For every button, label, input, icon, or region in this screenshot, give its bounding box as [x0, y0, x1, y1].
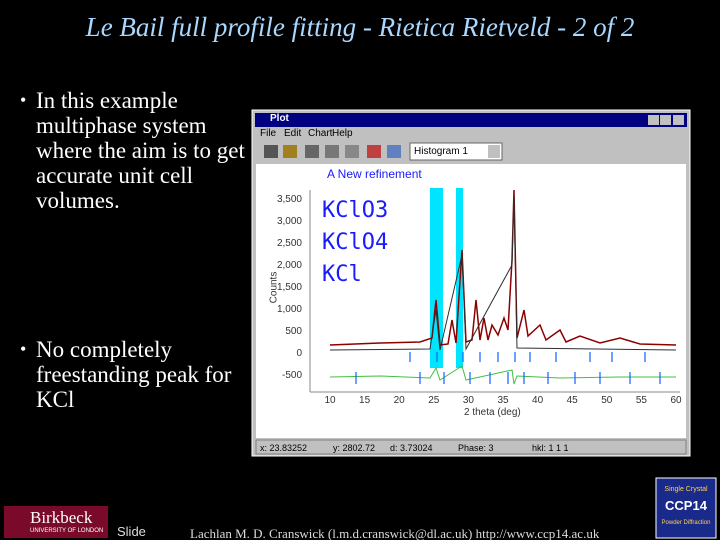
x-tick-label: 50 — [601, 395, 613, 406]
reflection-markers — [355, 352, 661, 384]
profile-curve — [329, 189, 677, 346]
x-tick-label: 10 — [324, 395, 336, 406]
y-tick-label: 0 — [296, 348, 302, 359]
ccp14-logo — [655, 477, 717, 539]
phase-label: KCl — [322, 262, 362, 287]
slide-label: Slide — [117, 524, 146, 539]
y-tick-label: 2,500 — [276, 238, 302, 249]
logo-text: Birkbeck — [30, 508, 93, 527]
maximize-button[interactable] — [660, 115, 671, 125]
birkbeck-logo — [4, 506, 108, 538]
difference-curve — [329, 365, 676, 385]
menu-item[interactable]: Chart — [308, 128, 333, 139]
y-tick-label: 3,500 — [276, 194, 302, 205]
phase-label: KClO3 — [322, 198, 389, 223]
x-tick-label: 60 — [670, 395, 682, 406]
status-bar — [255, 439, 687, 455]
x-tick-label: 55 — [635, 395, 647, 406]
y-tick-label: 1,000 — [276, 304, 302, 315]
y-tick-label: 1,500 — [276, 282, 302, 293]
y-tick-label: -500 — [281, 370, 302, 381]
menu-item[interactable]: Edit — [284, 128, 302, 139]
credit: Lachlan M. D. Cranswick (l.m.d.cranswick… — [190, 526, 600, 540]
tool-button[interactable] — [325, 145, 339, 158]
y-tick-label: 500 — [285, 326, 302, 337]
tool-button[interactable] — [305, 145, 319, 158]
highlight-band — [430, 188, 443, 368]
window-title: Plot — [270, 113, 289, 124]
y-tick-label: 3,000 — [276, 216, 302, 227]
tool-button[interactable] — [387, 145, 401, 158]
logo-subtext: UNIVERSITY OF LONDON — [30, 528, 104, 534]
status-field: hkl: 1 1 1 — [532, 443, 569, 453]
y-tick-label: 2,000 — [276, 260, 302, 271]
x-tick-label: 40 — [532, 395, 544, 406]
status-field: x: 23.83252 — [260, 443, 308, 453]
menu-item[interactable]: Help — [332, 128, 353, 139]
histogram-select[interactable] — [409, 142, 503, 161]
x-tick-label: 20 — [393, 395, 405, 406]
dropdown-arrow[interactable] — [488, 145, 500, 158]
x-axis-label: 2 theta (deg) — [464, 407, 521, 418]
ccp14-top: Single Crystal — [664, 486, 708, 493]
calculated-curve — [329, 194, 677, 351]
minimize-button[interactable] — [648, 115, 659, 125]
tool-button[interactable] — [367, 145, 381, 158]
status-field: d: 3.73024 — [390, 443, 433, 453]
ccp14-bottom: Powder Diffraction — [661, 520, 711, 526]
x-tick-label: 30 — [462, 395, 474, 406]
status-field: y: 2802.72 — [333, 443, 376, 453]
bullet: In this example multiphase system where … — [20, 88, 261, 213]
plot-title: A New refinement — [327, 167, 422, 181]
tool-button[interactable] — [345, 145, 359, 158]
x-tick-label: 35 — [497, 395, 509, 406]
tool-button[interactable] — [283, 145, 297, 158]
status-field: Phase: 3 — [458, 443, 494, 453]
toolbar — [264, 142, 503, 161]
bullet: No completely freestanding peak for KCl — [20, 337, 261, 412]
title-bar — [255, 113, 687, 127]
x-tick-label: 25 — [428, 395, 440, 406]
close-button[interactable] — [673, 115, 684, 125]
ccp14-name: CCP14 — [665, 498, 707, 513]
histogram-select-label[interactable]: Histogram 1 — [414, 146, 468, 157]
phase-label: KClO4 — [322, 230, 389, 255]
slide-title: Le Bail full profile fitting - Rietica R… — [85, 12, 635, 42]
x-tick-label: 45 — [566, 395, 578, 406]
tool-button[interactable] — [264, 145, 278, 158]
menu-item[interactable]: File — [260, 128, 277, 139]
x-tick-label: 15 — [359, 395, 371, 406]
